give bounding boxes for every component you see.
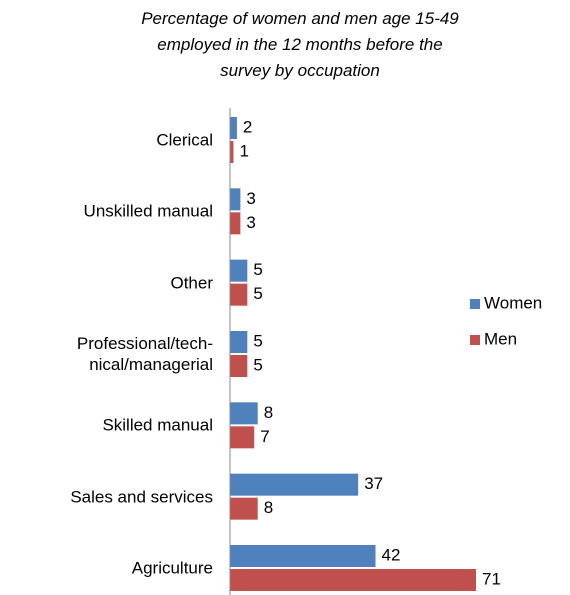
bar — [230, 473, 359, 496]
bar — [230, 497, 258, 520]
category-label: Other — [170, 273, 213, 293]
category-label: Unskilled manual — [83, 201, 213, 221]
category-label: Professional/tech- nical/managerial — [76, 334, 213, 374]
category-label: Sales and services — [70, 487, 213, 507]
bar — [230, 141, 234, 163]
bar — [230, 355, 248, 377]
category-label: Agriculture — [131, 558, 213, 578]
category-label: Skilled manual — [102, 415, 213, 435]
value-label: 7 — [260, 427, 269, 446]
legend-label: Women — [484, 293, 542, 312]
value-label: 1 — [239, 141, 248, 160]
value-label: 8 — [264, 403, 273, 422]
value-label: 5 — [253, 331, 262, 350]
value-label: 3 — [246, 213, 255, 232]
value-label: 5 — [253, 260, 262, 279]
value-label: 37 — [364, 474, 383, 493]
value-label: 3 — [246, 189, 255, 208]
bar — [230, 402, 258, 425]
value-label: 5 — [253, 355, 262, 374]
bar — [230, 212, 241, 235]
bar — [230, 283, 248, 306]
category-label: Clerical — [156, 130, 213, 150]
bar — [230, 188, 241, 211]
bar — [230, 545, 376, 567]
value-label: 8 — [264, 498, 273, 517]
value-label: 42 — [382, 545, 401, 564]
bar — [230, 259, 248, 282]
chart-title: Percentage of women and men age 15-49 em… — [141, 9, 459, 80]
legend-swatch — [470, 335, 480, 345]
legend-label: Men — [484, 329, 517, 348]
bar — [230, 117, 237, 139]
bar — [230, 426, 255, 449]
value-label: 71 — [482, 569, 501, 588]
legend-swatch — [470, 299, 480, 309]
bar — [230, 331, 248, 353]
bar — [230, 569, 476, 591]
value-label: 5 — [253, 284, 262, 303]
value-label: 2 — [243, 117, 252, 136]
